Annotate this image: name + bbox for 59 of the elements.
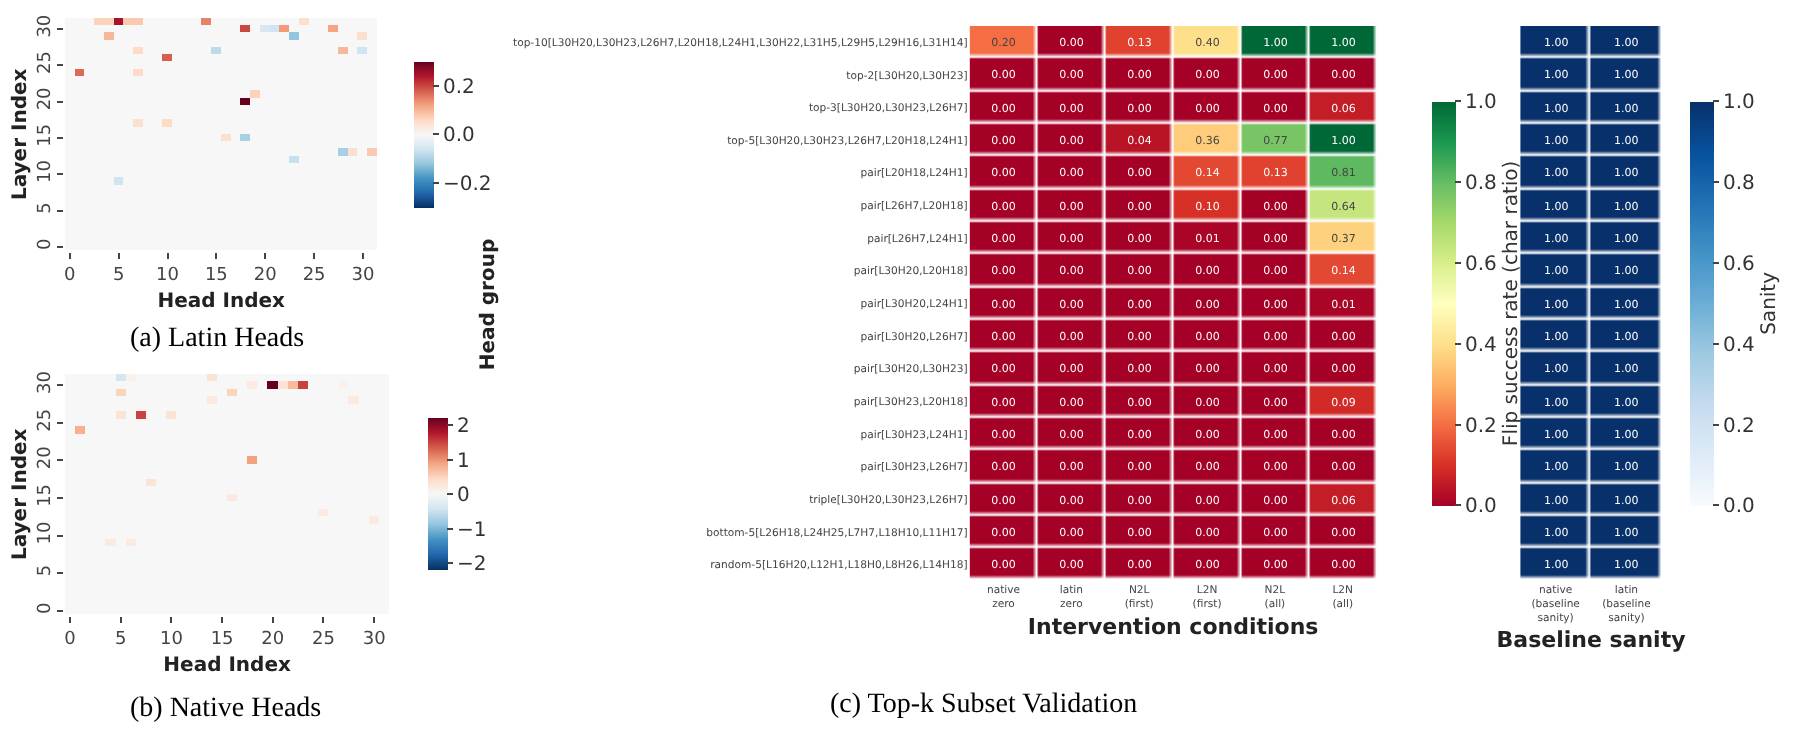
x-tick-label: 25: [302, 266, 326, 287]
color-bar-label: −1: [457, 519, 487, 542]
color-bar-label: −0.2: [443, 173, 492, 196]
x-axis-title: Baseline sanity: [1496, 627, 1686, 654]
x-axis-title: Intervention conditions: [1027, 613, 1320, 640]
color-bar-label: 0.8: [1465, 173, 1497, 196]
y-tick-label: 5: [35, 564, 56, 577]
color-bar-label: 0.8: [1723, 173, 1755, 196]
x-tick-label: 15: [204, 266, 228, 287]
text: (c) Top-k Subset Validation: [830, 690, 1138, 720]
x-tick-label: 5: [112, 266, 125, 287]
x-axis-title: Head Index: [157, 291, 287, 314]
x-tick-label: 30: [351, 266, 375, 287]
x-axis-title: Head Index: [163, 655, 293, 678]
x-tick-label: 5: [114, 630, 127, 651]
y-tick-label: 30: [35, 14, 56, 38]
color-bar-title: Flip success rate (char ratio): [1500, 160, 1523, 447]
x-tick-label: 0: [64, 630, 77, 651]
y-tick-label: 15: [35, 123, 56, 147]
x-tick-label: 25: [312, 630, 335, 651]
y-tick-label: 25: [35, 51, 56, 74]
color-bar-label: 0.0: [1723, 496, 1755, 519]
color-bar-label: 0.2: [1465, 415, 1497, 438]
color-bar-label: 0.2: [1723, 415, 1755, 438]
text: (b) Native Heads: [130, 694, 322, 724]
color-bar-label: 0.0: [443, 125, 475, 148]
color-bar-title: Sanity: [1758, 271, 1781, 335]
y-axis-title: Layer Index: [9, 427, 32, 561]
y-tick-label: 5: [35, 202, 56, 214]
y-tick-label: 10: [35, 159, 56, 184]
color-bar-label: 0: [457, 485, 470, 508]
y-tick-label: 20: [35, 86, 56, 111]
y-tick-label: 15: [35, 483, 56, 507]
x-tick-label: 20: [253, 266, 278, 287]
x-tick-label: 0: [64, 266, 77, 287]
color-bar-label: 0.4: [1465, 334, 1497, 357]
color-bar-label: 1.0: [1723, 92, 1755, 115]
y-tick-label: 30: [35, 370, 56, 395]
color-bar-label: 0.0: [1465, 496, 1497, 519]
x-tick-label: 15: [210, 630, 234, 651]
color-bar-label: 0.2: [443, 76, 475, 99]
y-axis-title: Layer Index: [9, 67, 32, 201]
x-tick-label: 10: [159, 630, 184, 651]
color-bar-label: −2: [457, 554, 487, 577]
color-bar-label: 0.6: [1465, 253, 1497, 276]
y-tick-label: 20: [35, 445, 56, 470]
color-bar-label: 2: [457, 416, 470, 439]
y-tick-label: 25: [35, 408, 56, 432]
color-bar-label: 0.6: [1723, 253, 1755, 276]
color-bar-label: 1: [457, 450, 470, 473]
x-tick-label: 30: [362, 630, 387, 651]
x-tick-label: 10: [156, 266, 180, 287]
y-tick-label: 10: [35, 521, 56, 545]
x-tick-label: 20: [261, 630, 285, 651]
y-tick-label: 0: [35, 238, 56, 251]
text: (a) Latin Heads: [130, 324, 305, 354]
color-bar-label: 0.4: [1723, 334, 1755, 357]
y-axis-title: Head group: [477, 238, 500, 371]
color-bar-label: 1.0: [1465, 92, 1497, 115]
